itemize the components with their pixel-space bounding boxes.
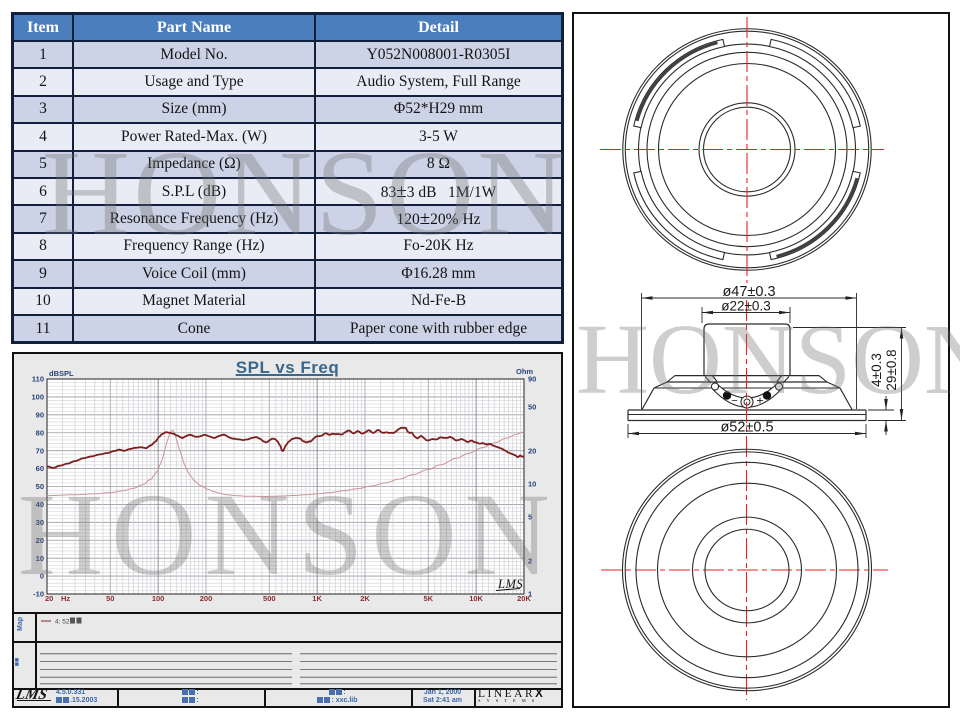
svg-text:-10: -10: [33, 590, 44, 599]
svg-text:200: 200: [200, 594, 213, 603]
svg-text:10: 10: [36, 554, 44, 563]
svg-text:20: 20: [528, 446, 536, 455]
svg-text:30: 30: [36, 518, 44, 527]
svg-text:70: 70: [36, 446, 44, 455]
svg-text:110: 110: [32, 375, 44, 384]
svg-text:2: 2: [528, 557, 532, 566]
svg-text:0: 0: [40, 572, 44, 581]
svg-text:1: 1: [528, 590, 532, 599]
svg-text:50: 50: [106, 594, 114, 603]
svg-text:20: 20: [45, 594, 53, 603]
svg-text:100: 100: [31, 393, 44, 402]
svg-text:20K: 20K: [517, 594, 531, 603]
svg-text:dBSPL: dBSPL: [49, 369, 74, 378]
svg-text:100: 100: [152, 594, 165, 603]
svg-text:29±0.8: 29±0.8: [884, 349, 899, 390]
svg-text:90: 90: [528, 375, 536, 384]
svg-text:4±0.3: 4±0.3: [869, 353, 884, 387]
svg-text:10: 10: [528, 480, 536, 489]
svg-text:80: 80: [36, 428, 44, 437]
svg-text:ø22±0.3: ø22±0.3: [721, 299, 770, 314]
svg-text:4: 52: 4: 52: [55, 619, 70, 626]
svg-text:500: 500: [263, 594, 276, 603]
svg-text:60: 60: [36, 464, 44, 473]
svg-text:1K: 1K: [312, 594, 322, 603]
svg-text:ø47±0.3: ø47±0.3: [722, 284, 775, 300]
svg-text:50: 50: [36, 482, 44, 491]
svg-text:−: −: [731, 395, 737, 407]
svg-text:2K: 2K: [360, 594, 370, 603]
svg-text:20: 20: [36, 536, 44, 545]
svg-text:50: 50: [528, 403, 536, 412]
svg-text:Ohm: Ohm: [516, 367, 533, 376]
svg-text:90: 90: [36, 410, 44, 419]
svg-text:40: 40: [36, 500, 44, 509]
svg-text:LMS: LMS: [497, 577, 523, 591]
svg-text:5: 5: [528, 513, 532, 522]
svg-text:10K: 10K: [469, 594, 483, 603]
svg-text:5K: 5K: [424, 594, 434, 603]
svg-text:+: +: [756, 394, 763, 408]
svg-text:ø52±0.5: ø52±0.5: [720, 420, 773, 436]
svg-text:Hz: Hz: [61, 594, 70, 603]
